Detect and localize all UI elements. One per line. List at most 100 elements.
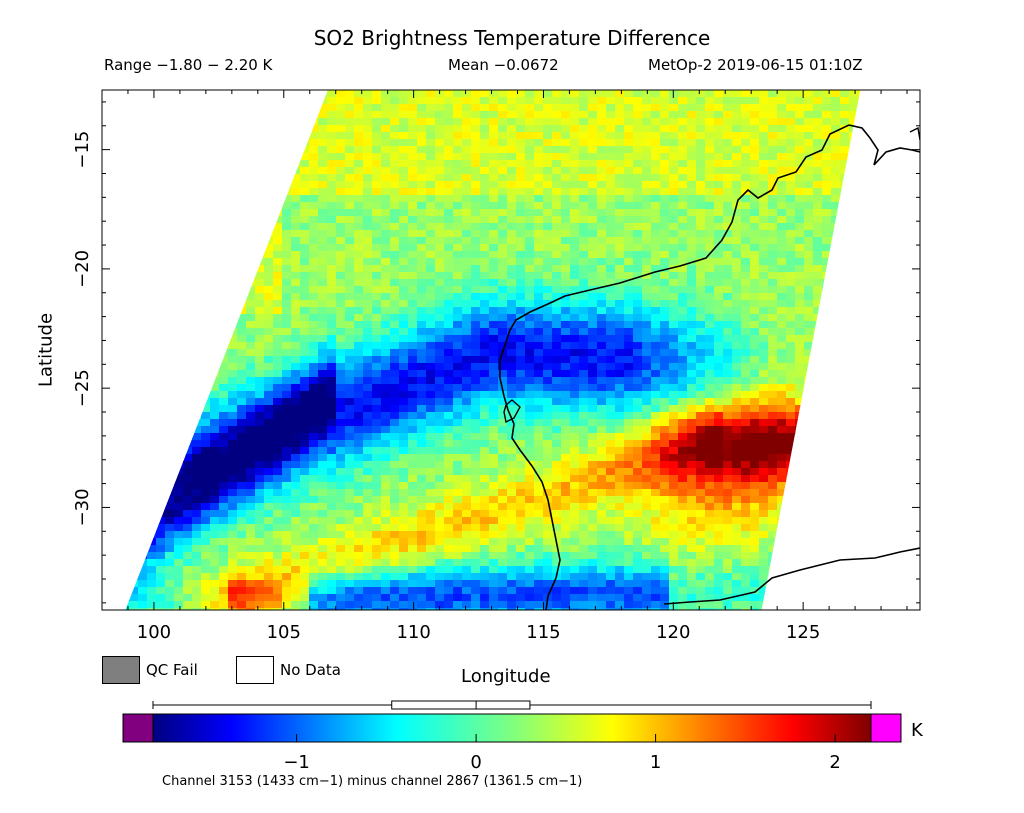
heatmap-cell — [183, 251, 193, 259]
heatmap-cell — [255, 258, 265, 266]
heatmap-cell — [570, 356, 580, 364]
heatmap-cell — [273, 321, 283, 329]
heatmap-cell — [516, 223, 526, 231]
heatmap-cell — [192, 230, 202, 238]
heatmap-cell — [516, 412, 526, 420]
heatmap-cell — [219, 468, 229, 476]
heatmap-cell — [192, 244, 202, 252]
heatmap-cell — [579, 174, 589, 182]
heatmap-cell — [174, 244, 184, 252]
heatmap-cell — [489, 181, 499, 189]
heatmap-cell — [309, 244, 319, 252]
heatmap-cell — [291, 237, 301, 245]
heatmap-cell — [147, 426, 157, 434]
heatmap-cell — [507, 216, 517, 224]
heatmap-cell — [282, 195, 292, 203]
heatmap-cell — [462, 202, 472, 210]
heatmap-cell — [804, 188, 814, 196]
heatmap-cell — [183, 384, 193, 392]
heatmap-cell — [462, 230, 472, 238]
heatmap-cell — [426, 188, 436, 196]
heatmap-cell — [480, 272, 490, 280]
heatmap-cell — [759, 356, 769, 364]
heatmap-cell — [219, 97, 229, 105]
heatmap-cell — [723, 167, 733, 175]
heatmap-cell — [768, 265, 778, 273]
heatmap-cell — [264, 209, 274, 217]
heatmap-cell — [903, 426, 913, 434]
heatmap-cell — [102, 356, 112, 364]
heatmap-cell — [813, 104, 823, 112]
heatmap-cell — [372, 174, 382, 182]
heatmap-cell — [678, 202, 688, 210]
heatmap-cell — [309, 356, 319, 364]
heatmap-cell — [516, 384, 526, 392]
heatmap-cell — [894, 111, 904, 119]
heatmap-cell — [219, 293, 229, 301]
heatmap-cell — [867, 230, 877, 238]
heatmap-cell — [453, 405, 463, 413]
heatmap-cell — [705, 188, 715, 196]
heatmap-cell — [102, 174, 112, 182]
heatmap-cell — [669, 335, 679, 343]
heatmap-cell — [822, 118, 832, 126]
heatmap-cell — [102, 454, 112, 462]
heatmap-cell — [228, 111, 238, 119]
heatmap-cell — [552, 321, 562, 329]
heatmap-cell — [102, 139, 112, 147]
heatmap-cell — [579, 132, 589, 140]
heatmap-cell — [561, 356, 571, 364]
heatmap-cell — [444, 125, 454, 133]
heatmap-cell — [372, 160, 382, 168]
heatmap-cell — [615, 125, 625, 133]
heatmap-cell — [426, 97, 436, 105]
heatmap-cell — [381, 237, 391, 245]
heatmap-cell — [444, 111, 454, 119]
heatmap-cell — [768, 447, 778, 455]
heatmap-cell — [714, 426, 724, 434]
heatmap-cell — [498, 118, 508, 126]
heatmap-cell — [651, 272, 661, 280]
heatmap-cell — [894, 447, 904, 455]
heatmap-cell — [201, 272, 211, 280]
heatmap-cell — [174, 419, 184, 427]
heatmap-cell — [462, 188, 472, 196]
heatmap-cell — [552, 279, 562, 287]
heatmap-cell — [750, 251, 760, 259]
heatmap-cell — [408, 216, 418, 224]
heatmap-cell — [102, 461, 112, 469]
heatmap-cell — [156, 237, 166, 245]
heatmap-cell — [822, 97, 832, 105]
heatmap-cell — [255, 426, 265, 434]
heatmap-cell — [201, 391, 211, 399]
heatmap-cell — [516, 433, 526, 441]
heatmap-cell — [741, 398, 751, 406]
heatmap-cell — [480, 104, 490, 112]
heatmap-cell — [435, 335, 445, 343]
heatmap-cell — [408, 349, 418, 357]
heatmap-cell — [795, 139, 805, 147]
heatmap-cell — [885, 328, 895, 336]
heatmap-cell — [660, 321, 670, 329]
heatmap-cell — [732, 363, 742, 371]
heatmap-cell — [125, 244, 130, 252]
heatmap-cell — [723, 202, 733, 210]
heatmap-cell — [768, 377, 778, 385]
heatmap-cell — [138, 426, 148, 434]
heatmap-cell — [588, 440, 598, 448]
heatmap-cell — [876, 398, 886, 406]
heatmap-cell — [489, 258, 499, 266]
heatmap-cell — [111, 440, 121, 448]
heatmap-cell — [696, 328, 706, 336]
heatmap-cell — [363, 433, 373, 441]
heatmap-cell — [660, 244, 670, 252]
heatmap-cell — [318, 314, 328, 322]
heatmap-cell — [489, 468, 499, 476]
heatmap-cell — [651, 419, 661, 427]
heatmap-cell — [840, 251, 850, 259]
heatmap-cell — [264, 223, 274, 231]
heatmap-cell — [125, 279, 130, 287]
heatmap-cell — [125, 405, 130, 413]
heatmap-cell — [282, 342, 292, 350]
heatmap-cell — [453, 384, 463, 392]
